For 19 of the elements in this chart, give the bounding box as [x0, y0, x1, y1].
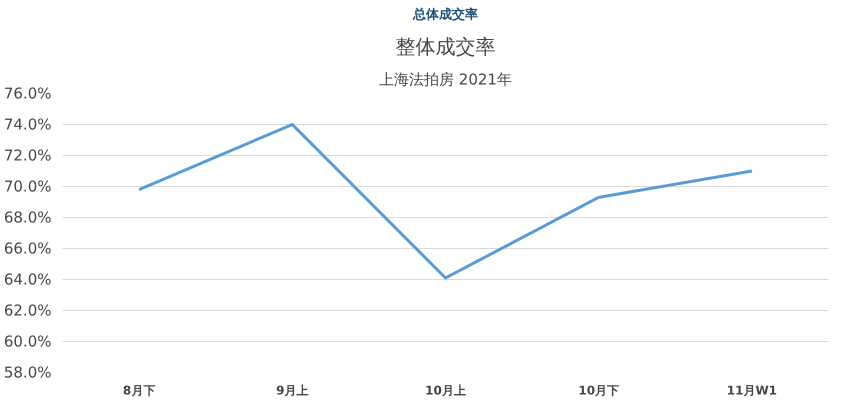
x-tick-label: 11月W1 [726, 384, 778, 398]
chart-subtitle: 上海法拍房 2021年 [379, 70, 512, 88]
x-tick-label: 10月上 [425, 384, 466, 398]
y-tick-label: 66.0% [4, 240, 52, 258]
y-tick-label: 70.0% [4, 178, 52, 196]
y-tick-label: 62.0% [4, 302, 52, 320]
y-tick-label: 60.0% [4, 332, 52, 350]
y-tick-label: 58.0% [4, 364, 52, 382]
y-tick-label: 64.0% [4, 270, 52, 288]
text: 总体成交率 [412, 6, 478, 22]
y-tick-label: 74.0% [4, 116, 52, 134]
y-tick-label: 72.0% [4, 146, 52, 164]
y-tick-label: 76.0% [4, 84, 52, 102]
line-series [138, 123, 754, 280]
chart-title: 整体成交率 [396, 34, 496, 58]
y-tick-label: 68.0% [4, 208, 52, 226]
x-tick-label: 10月下 [578, 384, 620, 398]
x-tick-label: 8月下 [122, 384, 156, 398]
x-tick-label: 9月上 [276, 384, 308, 398]
